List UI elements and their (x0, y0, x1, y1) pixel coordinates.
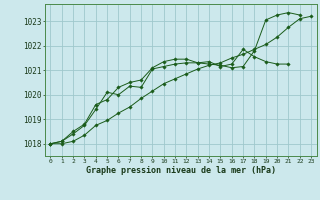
X-axis label: Graphe pression niveau de la mer (hPa): Graphe pression niveau de la mer (hPa) (86, 166, 276, 175)
